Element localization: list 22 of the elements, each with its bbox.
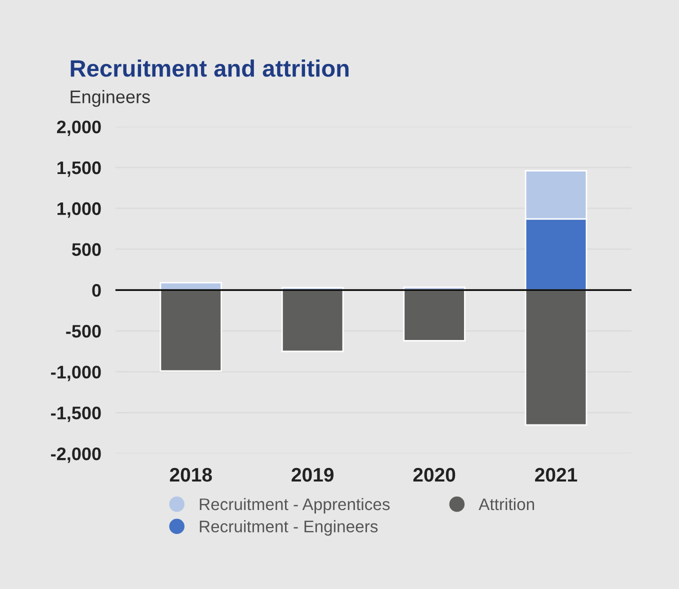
y-tick-label: -1,500 <box>51 406 101 422</box>
legend-label: Recruitment - Engineers <box>200 520 378 536</box>
bar <box>281 289 344 352</box>
bar <box>524 289 588 426</box>
y-tick-label: 2,000 <box>56 120 101 136</box>
y-tick-label: -1,000 <box>51 366 101 382</box>
chart-title: Recruitment and attrition <box>70 59 349 77</box>
chart-subtitle: Engineers <box>70 90 150 107</box>
x-tick-label: 2020 <box>413 468 456 482</box>
y-tick-label: 1,000 <box>58 202 101 218</box>
y-tick-label: 500 <box>72 243 101 256</box>
legend-label: Attrition <box>478 498 534 510</box>
y-tick-label: -2,000 <box>51 447 101 463</box>
x-tick-label: 2019 <box>292 468 334 482</box>
x-tick-label: 2018 <box>170 468 212 482</box>
bar <box>160 289 222 372</box>
y-tick-label: 1,500 <box>58 161 101 177</box>
x-tick-label: 2021 <box>535 468 578 482</box>
bar <box>403 289 466 342</box>
y-tick-label: -500 <box>66 324 101 338</box>
y-tick-label: 0 <box>92 284 101 297</box>
legend-label: Recruitment - Apprentices <box>200 498 390 514</box>
